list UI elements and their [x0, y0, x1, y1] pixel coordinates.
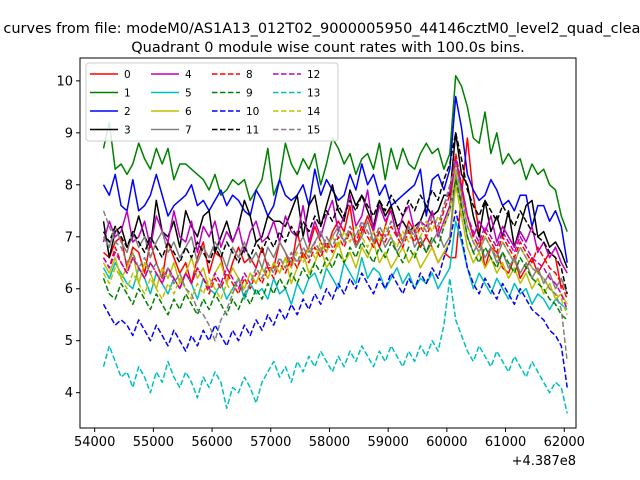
legend-label-5: 5: [185, 88, 192, 100]
y-tick-label: 5: [65, 334, 73, 349]
legend-label-4: 4: [185, 69, 192, 81]
legend-label-9: 9: [246, 88, 253, 100]
y-tick-label: 9: [65, 126, 73, 141]
x-axis-offset-label: +4.387e8: [512, 454, 576, 469]
series-3-line: [102, 132, 568, 269]
legend-label-15: 15: [307, 125, 320, 137]
legend-label-12: 12: [307, 69, 320, 81]
y-tick-label: 6: [65, 282, 73, 297]
x-tick-label: 61000: [485, 435, 526, 450]
series-4-line: [102, 158, 568, 274]
series-1-line: [102, 74, 568, 232]
legend-label-11: 11: [246, 125, 259, 137]
legend-label-0: 0: [124, 69, 131, 81]
y-tick-label: 7: [65, 230, 73, 245]
chart-title: Quadrant 0 module wise count rates with …: [131, 40, 525, 56]
series-14-line: [102, 168, 568, 315]
x-tick-label: 62000: [544, 435, 585, 450]
x-tick-label: 58000: [309, 435, 350, 450]
series-10-line: [102, 210, 568, 388]
x-tick-label: 55000: [133, 435, 174, 450]
legend-label-13: 13: [307, 88, 320, 100]
series-11-line: [102, 132, 568, 295]
series-7-line: [102, 173, 568, 295]
legend-label-14: 14: [307, 106, 321, 118]
series-9-line: [102, 178, 568, 321]
x-tick-label: 54000: [74, 435, 115, 450]
axes-frame: [79, 57, 577, 429]
figure-suptitle: Light curves from file: modeM0/AS1A13_01…: [0, 21, 640, 37]
x-tick-label: 60000: [426, 435, 467, 450]
legend-frame: [85, 62, 339, 142]
legend-label-2: 2: [124, 106, 131, 118]
legend-label-8: 8: [246, 69, 253, 81]
legend-label-7: 7: [185, 125, 192, 137]
x-tick-label: 57000: [250, 435, 291, 450]
legend-label-1: 1: [124, 88, 131, 100]
legend-label-6: 6: [185, 106, 192, 118]
series-layer: [102, 74, 568, 414]
y-tick-label: 10: [56, 74, 73, 89]
series-15-line: [102, 163, 568, 362]
x-axis: 54000 55000 56000 57000 58000 59000 60000 61000…: [74, 428, 585, 450]
legend-label-3: 3: [124, 125, 131, 137]
series-6-line: [102, 184, 568, 305]
series-13-line: [102, 277, 568, 414]
legend-label-10: 10: [246, 106, 259, 118]
x-tick-label: 59000: [367, 435, 408, 450]
y-tick-label: 4: [65, 386, 73, 401]
y-tick-label: 8: [65, 178, 73, 193]
y-axis: 4 5 6 7 8 9 10: [56, 74, 80, 401]
x-tick-label: 56000: [191, 435, 232, 450]
